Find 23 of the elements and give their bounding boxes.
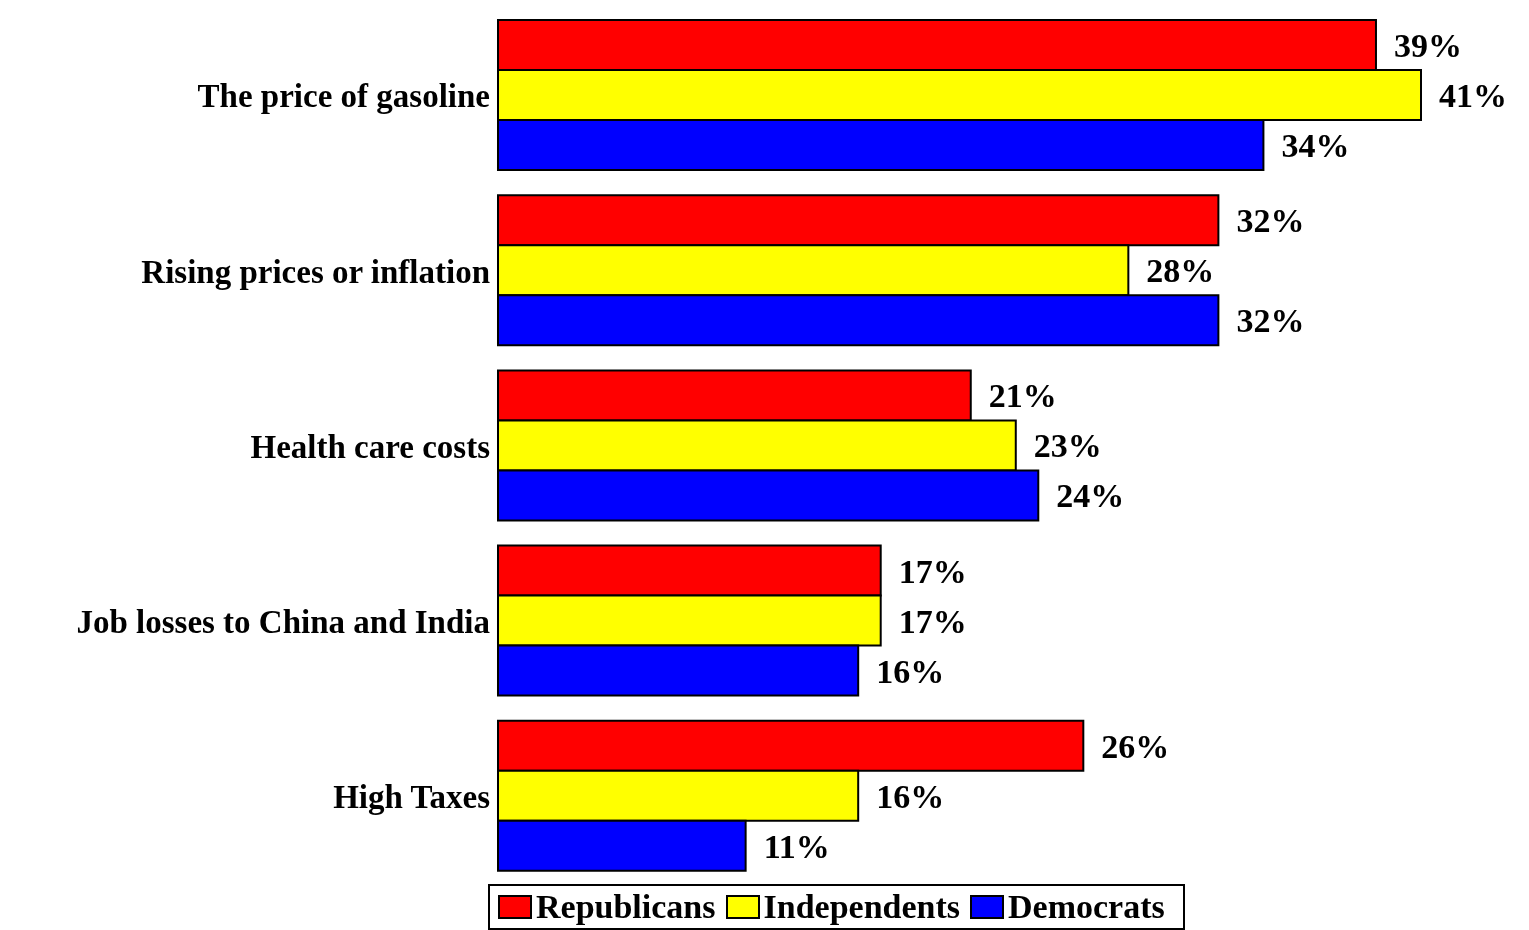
data-label: 32% xyxy=(1236,202,1305,240)
data-label: 41% xyxy=(1439,77,1507,115)
y-tick-label: Job losses to China and India xyxy=(76,603,490,640)
y-tick-label: High Taxes xyxy=(333,779,491,816)
data-label: 23% xyxy=(1033,427,1102,465)
data-label: 34% xyxy=(1281,127,1350,165)
y-tick-label: The price of gasoline xyxy=(197,78,490,115)
legend-label: Republicans xyxy=(535,888,716,926)
data-label: 17% xyxy=(898,602,967,640)
data-label: 28% xyxy=(1146,252,1215,290)
data-label: 26% xyxy=(1101,727,1170,765)
data-label: 11% xyxy=(763,827,830,865)
data-label: 16% xyxy=(876,652,945,690)
data-label: 17% xyxy=(898,552,967,590)
data-label: 24% xyxy=(1056,477,1125,515)
legend-label: Democrats xyxy=(1007,888,1165,926)
y-tick-label: Health care costs xyxy=(250,428,491,465)
data-label: 16% xyxy=(876,777,945,815)
legend-label: Independents xyxy=(762,888,961,926)
data-label: 39% xyxy=(1393,27,1462,65)
data-label: 21% xyxy=(988,377,1057,415)
data-label: 32% xyxy=(1236,302,1305,340)
y-tick-label: Rising prices or inflation xyxy=(141,253,490,290)
